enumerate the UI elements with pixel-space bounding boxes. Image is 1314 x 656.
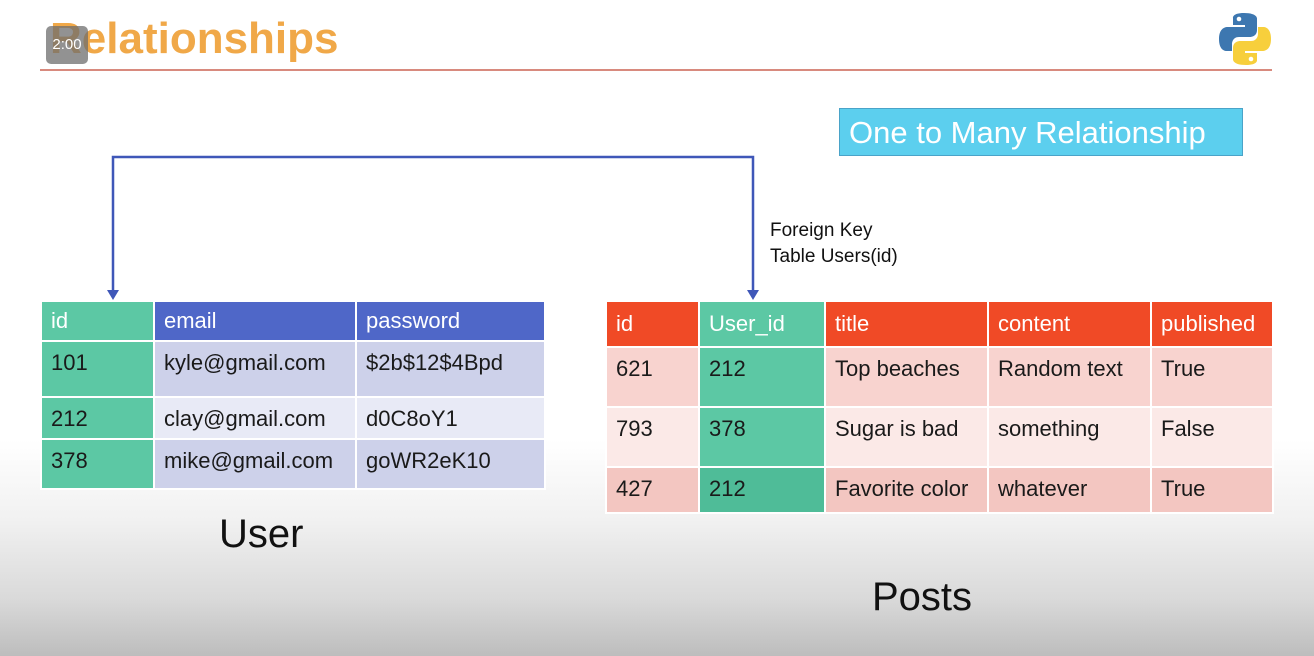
table-cell: Random text xyxy=(987,346,1152,408)
table-cell: Favorite color xyxy=(824,466,989,514)
relationship-type-label: One to Many Relationship xyxy=(839,108,1243,156)
column-header-id: id xyxy=(605,300,700,348)
table-cell: 101 xyxy=(40,340,155,398)
timer-badge: 2:00 xyxy=(46,26,88,64)
column-header-id: id xyxy=(40,300,155,342)
table-row: 793 378 Sugar is bad something False xyxy=(605,406,1274,468)
foreign-key-line-2: Table Users(id) xyxy=(770,246,898,267)
table-cell: True xyxy=(1150,346,1274,408)
table-row: 212 clay@gmail.com d0C8oY1 xyxy=(40,396,546,440)
table-cell: 212 xyxy=(698,346,826,408)
posts-table: id User_id title content published 621 2… xyxy=(605,300,1274,514)
table-cell: d0C8oY1 xyxy=(355,396,546,440)
arrowhead-to-user-id xyxy=(107,290,119,300)
table-cell: Top beaches xyxy=(824,346,989,408)
table-cell: whatever xyxy=(987,466,1152,514)
title-underline xyxy=(40,69,1272,71)
table-cell: 793 xyxy=(605,406,700,468)
table-cell: kyle@gmail.com xyxy=(153,340,357,398)
table-cell: something xyxy=(987,406,1152,468)
table-cell: 378 xyxy=(40,438,155,490)
table-cell: Sugar is bad xyxy=(824,406,989,468)
arrowhead-to-user-id-column xyxy=(747,290,759,300)
table-row: 101 kyle@gmail.com $2b$12$4Bpd xyxy=(40,340,546,398)
column-header-user-id: User_id xyxy=(698,300,826,348)
table-cell: 212 xyxy=(698,466,826,514)
table-row: 427 212 Favorite color whatever True xyxy=(605,466,1274,514)
table-header-row: id User_id title content published xyxy=(605,300,1274,348)
table-cell: False xyxy=(1150,406,1274,468)
table-row: 621 212 Top beaches Random text True xyxy=(605,346,1274,408)
table-cell: 427 xyxy=(605,466,700,514)
python-logo-icon xyxy=(1219,13,1271,65)
foreign-key-label: Foreign Key Table Users(id) xyxy=(770,218,898,270)
column-header-content: content xyxy=(987,300,1152,348)
column-header-title: title xyxy=(824,300,989,348)
table-cell: mike@gmail.com xyxy=(153,438,357,490)
table-cell: clay@gmail.com xyxy=(153,396,357,440)
user-table-caption: User xyxy=(219,512,304,556)
posts-table-caption: Posts xyxy=(872,575,973,619)
foreign-key-line-1: Foreign Key xyxy=(770,220,873,241)
table-header-row: id email password xyxy=(40,300,546,342)
table-cell: $2b$12$4Bpd xyxy=(355,340,546,398)
column-header-published: published xyxy=(1150,300,1274,348)
table-cell: True xyxy=(1150,466,1274,514)
table-cell: 621 xyxy=(605,346,700,408)
table-row: 378 mike@gmail.com goWR2eK10 xyxy=(40,438,546,490)
user-table: id email password 101 kyle@gmail.com $2b… xyxy=(40,300,546,490)
column-header-email: email xyxy=(153,300,357,342)
slide-title: Relationships xyxy=(50,14,339,63)
column-header-password: password xyxy=(355,300,546,342)
table-cell: goWR2eK10 xyxy=(355,438,546,490)
table-cell: 212 xyxy=(40,396,155,440)
table-cell: 378 xyxy=(698,406,826,468)
